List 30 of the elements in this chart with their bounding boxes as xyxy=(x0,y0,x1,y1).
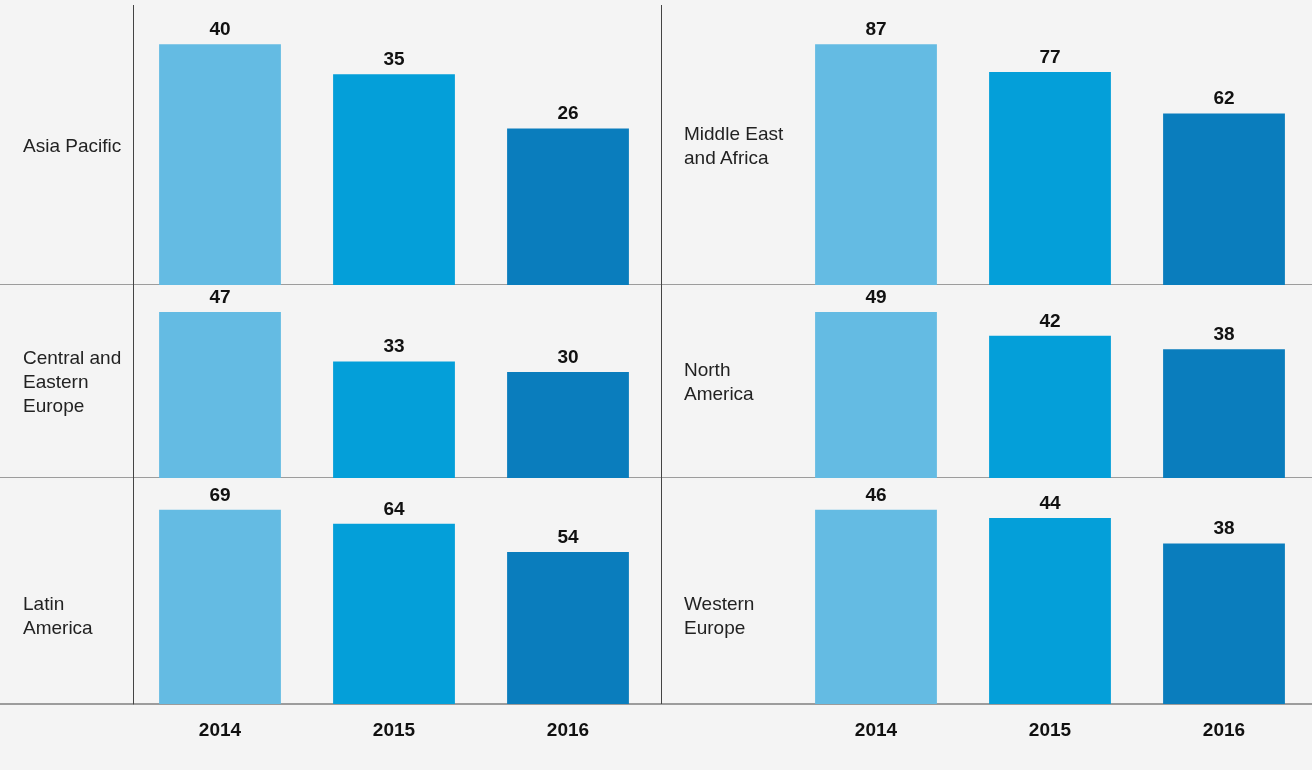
text: Western Europe xyxy=(684,592,760,638)
data-label: 64 xyxy=(383,497,405,519)
data-label: 35 xyxy=(383,48,405,70)
x-tick-label: 2014 xyxy=(854,719,898,740)
text: North America xyxy=(684,359,755,404)
x-tick-label: 2016 xyxy=(546,719,590,740)
data-label: 62 xyxy=(1213,87,1235,109)
text: Latin America xyxy=(23,592,94,638)
x-tick-label: 2014 xyxy=(198,719,242,740)
data-label: 26 xyxy=(557,102,579,124)
text: Middle East and Africa xyxy=(684,122,789,168)
x-tick-label: 2015 xyxy=(1028,719,1072,740)
data-label: 44 xyxy=(1039,492,1061,514)
data-label: 69 xyxy=(209,483,231,505)
text: Asia Pacific xyxy=(23,134,122,156)
data-label: 49 xyxy=(865,286,887,308)
x-tick-label: 2016 xyxy=(1202,719,1246,740)
data-label: 40 xyxy=(209,18,231,40)
data-label: 54 xyxy=(557,525,579,547)
data-label: 33 xyxy=(383,335,405,357)
x-tick-label: 2015 xyxy=(372,719,416,740)
text: Central and Eastern Europe xyxy=(23,347,127,416)
data-label: 42 xyxy=(1039,309,1061,331)
data-label: 38 xyxy=(1213,323,1235,345)
data-label: 38 xyxy=(1213,517,1235,539)
data-label: 87 xyxy=(865,18,887,40)
data-label: 30 xyxy=(557,346,579,368)
data-label: 47 xyxy=(209,286,231,308)
data-label: 46 xyxy=(865,483,887,505)
data-label: 77 xyxy=(1039,45,1061,67)
